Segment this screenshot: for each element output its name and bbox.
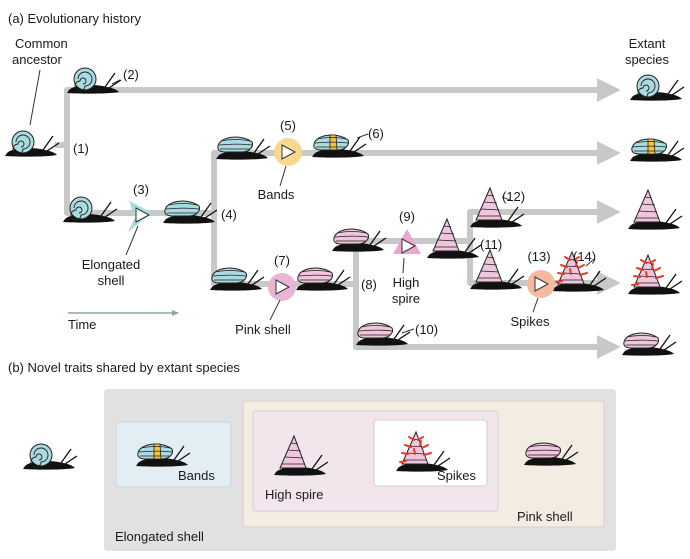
spikes-legend-label: Spikes bbox=[437, 468, 477, 483]
high-spire-legend-label: High spire bbox=[265, 487, 324, 502]
node-label-3: (3) bbox=[133, 182, 149, 197]
elongated-label-1: Elongated bbox=[82, 257, 141, 272]
extant-snail-3-icon bbox=[628, 190, 682, 230]
legend-ancestor-snail-icon bbox=[23, 444, 77, 470]
extant-snail-5-icon bbox=[622, 333, 676, 356]
extant-snail-1-icon bbox=[630, 75, 684, 101]
node-label-11: (11) bbox=[480, 237, 502, 252]
event-bands bbox=[274, 138, 302, 166]
pink-shell-label: Pink shell bbox=[235, 322, 291, 337]
snail-elongated-icon-5 bbox=[216, 137, 270, 160]
time-label: Time bbox=[68, 317, 96, 332]
elongated-shell-legend-label: Elongated shell bbox=[115, 529, 204, 544]
extant-snail-2-icon bbox=[630, 139, 684, 162]
node-label-13: (13) bbox=[527, 249, 550, 264]
elongated-label-2: shell bbox=[98, 273, 125, 288]
node-label-5: (5) bbox=[280, 118, 296, 133]
bands-label: Bands bbox=[258, 187, 295, 202]
common-ancestor-label-1: Common bbox=[15, 36, 68, 51]
snail-pink-icon-10 bbox=[356, 323, 410, 346]
node-label-4: (4) bbox=[221, 207, 237, 222]
panel-a-title: (a) Evolutionary history bbox=[8, 11, 141, 26]
snail-icon-3 bbox=[63, 197, 117, 223]
spire-label-1: High bbox=[393, 275, 420, 290]
bands-legend-label: Bands bbox=[178, 468, 215, 483]
panel-b-title: (b) Novel traits shared by extant specie… bbox=[8, 360, 240, 375]
common-ancestor-label-2: ancestor bbox=[12, 52, 63, 67]
snail-elongated-icon-7 bbox=[210, 268, 264, 291]
extant-snail-4-icon bbox=[628, 255, 682, 295]
node-label-12: (12) bbox=[502, 189, 525, 204]
snail-icon-2 bbox=[67, 68, 121, 94]
spikes-label: Spikes bbox=[510, 314, 550, 329]
node-label-7: (7) bbox=[274, 253, 290, 268]
node-label-9: (9) bbox=[399, 209, 415, 224]
event-elongated bbox=[128, 200, 153, 232]
extant-species-label-1: Extant bbox=[629, 36, 666, 51]
extant-species-label-2: species bbox=[625, 52, 670, 67]
node-label-8: (8) bbox=[361, 277, 377, 292]
ancestor-pointer bbox=[29, 69, 41, 126]
node-label-6: (6) bbox=[368, 126, 384, 141]
pink-shell-legend-label: Pink shell bbox=[517, 509, 573, 524]
node-label-1: (1) bbox=[73, 141, 89, 156]
event-pink bbox=[268, 273, 296, 301]
node-label-14: (14) bbox=[573, 249, 596, 264]
ancestor-snail-icon bbox=[5, 131, 59, 157]
spire-label-2: spire bbox=[392, 291, 420, 306]
event-spikes bbox=[527, 270, 555, 298]
event-spire bbox=[393, 229, 421, 254]
node-label-10: (10) bbox=[415, 322, 438, 337]
bands-box bbox=[115, 421, 232, 488]
snail-bands-icon-6 bbox=[312, 135, 366, 158]
node-label-2: (2) bbox=[123, 67, 139, 82]
snail-pink-icon-8 bbox=[296, 268, 350, 291]
